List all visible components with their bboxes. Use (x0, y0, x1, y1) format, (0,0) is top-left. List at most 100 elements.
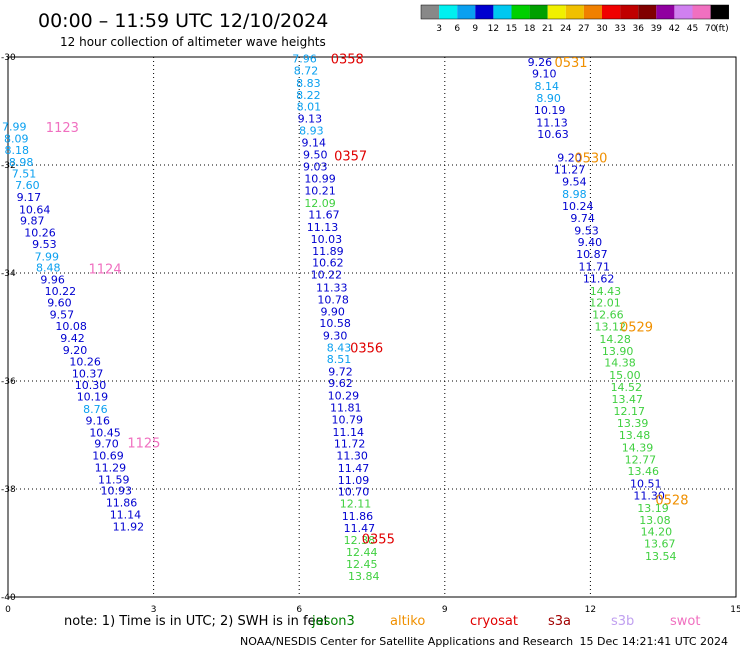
wave-height-label: 10.03 (311, 233, 343, 246)
chart-series: 7.998.098.188.987.517.609.1710.649.8710.… (2, 53, 688, 583)
wave-height-label: 11.13 (307, 221, 339, 234)
wave-height-label: 10.51 (630, 478, 662, 491)
colorbar-tick-label: 39 (651, 24, 663, 34)
pass-time-label: 0357 (334, 149, 367, 164)
wave-height-label: 8.22 (296, 89, 321, 102)
wave-height-label: 12.01 (589, 297, 621, 310)
wave-height-label: 8.09 (4, 133, 29, 146)
colorbar-tick-label: 36 (632, 24, 644, 34)
satellite-legend-item: altiko (390, 614, 425, 629)
wave-height-label: 9.10 (532, 68, 557, 81)
wave-height-label: 11.92 (113, 520, 145, 533)
wave-height-label: 14.39 (622, 441, 654, 454)
wave-height-label: 13.54 (645, 550, 677, 563)
colorbar-tick-label: 24 (560, 24, 572, 34)
satellite-legend-item: jason3 (311, 614, 355, 629)
wave-height-label: 13.67 (644, 538, 676, 551)
wave-height-label: 12.17 (613, 405, 645, 418)
wave-height-label: 11.59 (98, 473, 130, 486)
wave-height-label: 10.93 (100, 485, 132, 498)
x-tick-label: 0 (5, 605, 11, 615)
wave-height-label: 8.90 (536, 92, 561, 105)
satellite-legend-item: s3a (548, 614, 571, 629)
wave-height-label: 9.87 (20, 215, 45, 228)
wave-height-label: 7.60 (15, 179, 40, 192)
wave-height-label: 7.99 (35, 250, 60, 263)
colorbar-swatch (529, 5, 548, 19)
wave-height-label: 9.96 (40, 273, 65, 286)
colorbar-swatch (547, 5, 566, 19)
wave-height-label: 11.30 (633, 489, 665, 502)
wave-height-label: 8.43 (327, 342, 352, 355)
wave-height-label: 11.89 (312, 245, 344, 258)
wave-height-label: 8.98 (9, 156, 34, 169)
wave-height-label: 10.78 (317, 293, 349, 306)
pass-time-label: 0356 (350, 342, 383, 357)
colorbar-swatch (565, 5, 584, 19)
colorbar-swatch (439, 5, 458, 19)
wave-height-label: 8.98 (562, 188, 587, 201)
wave-height-label: 12.38 (344, 534, 376, 547)
wave-height-label: 11.14 (332, 426, 364, 439)
wave-height-label: 10.22 (311, 269, 343, 282)
wave-height-label: 11.62 (583, 272, 615, 285)
wave-height-label: 9.57 (50, 309, 75, 322)
wave-height-label: 14.28 (599, 333, 631, 346)
wave-height-label: 12.09 (304, 197, 336, 210)
wave-height-label: 8.76 (83, 403, 108, 416)
wave-height-label: 9.17 (17, 191, 42, 204)
track-1: 7.998.098.188.987.517.609.1710.649.8710.… (2, 121, 160, 534)
wave-height-label: 8.14 (534, 80, 559, 93)
x-tick-label: 12 (585, 605, 596, 615)
wave-height-label: 14.38 (604, 357, 636, 370)
wave-height-label: 14.52 (611, 381, 643, 394)
colorbar-tick-label: 6 (454, 24, 460, 34)
colorbar-tick-label: 27 (578, 24, 589, 34)
wave-height-label: 12.11 (340, 498, 372, 511)
satellite-legend: jason3 altiko cryosat s3a s3b swot (311, 614, 700, 629)
wave-height-label: 10.64 (19, 203, 51, 216)
wave-height-label: 10.19 (77, 391, 109, 404)
wave-height-label: 10.29 (328, 390, 360, 403)
wave-height-label: 13.46 (628, 465, 660, 478)
colorbar-tick-label: 3 (436, 24, 442, 34)
wave-height-label: 14.20 (641, 526, 673, 539)
timestamp-text: 15 Dec 14:21:41 UTC 2024 (580, 635, 728, 648)
wave-height-label: 8.18 (4, 144, 29, 157)
wave-height-label: 9.20 (63, 344, 88, 357)
wave-height-label: 10.62 (312, 257, 344, 270)
wave-height-label: 8.93 (299, 124, 324, 137)
wave-height-label: 12.66 (592, 309, 624, 322)
colorbar-swatch (457, 5, 476, 19)
wave-height-label: 13.48 (619, 429, 651, 442)
colorbar-swatch (674, 5, 693, 19)
wave-height-label: 9.54 (562, 176, 587, 189)
wave-height-label: 11.47 (338, 462, 370, 475)
wave-height-label: 13.12 (595, 320, 627, 333)
wave-height-label: 9.70 (94, 438, 119, 451)
plot-grid (8, 57, 736, 597)
colorbar-tick-label: 9 (472, 24, 478, 34)
wave-height-label: 12.77 (625, 453, 657, 466)
colorbar-frame (420, 4, 729, 20)
colorbar-swatch (511, 5, 530, 19)
wave-height-label: 9.26 (528, 56, 553, 69)
x-tick-label: 9 (442, 605, 448, 615)
pass-time-label: 0528 (655, 493, 688, 508)
wave-height-label: 10.22 (45, 285, 77, 298)
colorbar-tick-label: 45 (687, 24, 698, 34)
wave-height-label: 9.53 (574, 224, 599, 237)
wave-height-label: 8.01 (297, 101, 322, 114)
wave-height-label: 10.26 (69, 356, 101, 369)
color-legend: 3 6 9 12 15 18 21 24 27 30 33 36 39 42 45 70(ft) (420, 4, 729, 34)
wave-height-label: 11.33 (316, 282, 348, 295)
wave-height-label: 9.14 (302, 136, 327, 149)
wave-height-label: 10.24 (562, 200, 594, 213)
note-text: note: 1) Time is in UTC; 2) SWH is in fe… (64, 614, 329, 629)
y-tick-label: -38 (1, 485, 16, 495)
wave-height-label: 11.30 (336, 450, 368, 463)
pass-time-label: 0358 (331, 53, 364, 68)
chart-subtitle: 12 hour collection of altimeter wave hei… (60, 35, 326, 49)
